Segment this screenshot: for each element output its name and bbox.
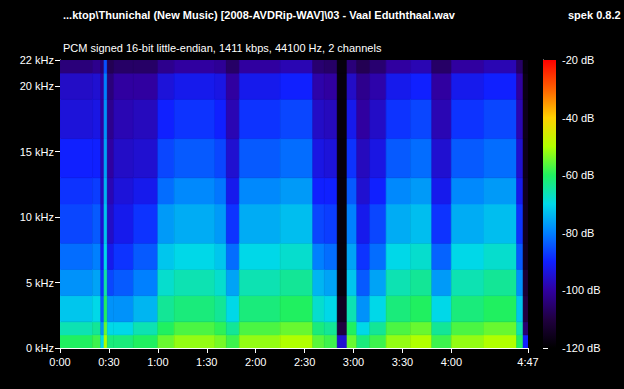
svg-text:-120 dB: -120 dB xyxy=(562,342,601,354)
svg-text:20 kHz: 20 kHz xyxy=(20,80,54,92)
svg-text:5 kHz: 5 kHz xyxy=(26,277,54,289)
svg-text:spek 0.8.2: spek 0.8.2 xyxy=(568,9,621,21)
svg-text:0:00: 0:00 xyxy=(49,356,70,368)
svg-text:0:30: 0:30 xyxy=(98,356,119,368)
svg-text:4:00: 4:00 xyxy=(441,356,462,368)
svg-text:1:00: 1:00 xyxy=(147,356,168,368)
svg-text:-80 dB: -80 dB xyxy=(562,227,594,239)
svg-text:-40 dB: -40 dB xyxy=(562,112,594,124)
svg-text:-60 dB: -60 dB xyxy=(562,169,594,181)
svg-text:2:30: 2:30 xyxy=(294,356,315,368)
svg-text:15 kHz: 15 kHz xyxy=(20,146,54,158)
svg-text:PCM signed 16-bit little-endia: PCM signed 16-bit little-endian, 1411 kb… xyxy=(63,42,382,54)
svg-text:10 kHz: 10 kHz xyxy=(20,211,54,223)
svg-text:3:30: 3:30 xyxy=(392,356,413,368)
svg-text:-100 dB: -100 dB xyxy=(562,284,601,296)
svg-text:2:00: 2:00 xyxy=(245,356,266,368)
svg-text:-20 dB: -20 dB xyxy=(562,54,594,66)
svg-text:4:47: 4:47 xyxy=(517,356,538,368)
svg-text:0 kHz: 0 kHz xyxy=(26,342,54,354)
svg-text:3:00: 3:00 xyxy=(343,356,364,368)
svg-text:22 kHz: 22 kHz xyxy=(20,54,54,66)
svg-text:...ktop\Thunichal (New Music): ...ktop\Thunichal (New Music) [2008-AVDR… xyxy=(63,9,456,21)
svg-text:1:30: 1:30 xyxy=(196,356,217,368)
